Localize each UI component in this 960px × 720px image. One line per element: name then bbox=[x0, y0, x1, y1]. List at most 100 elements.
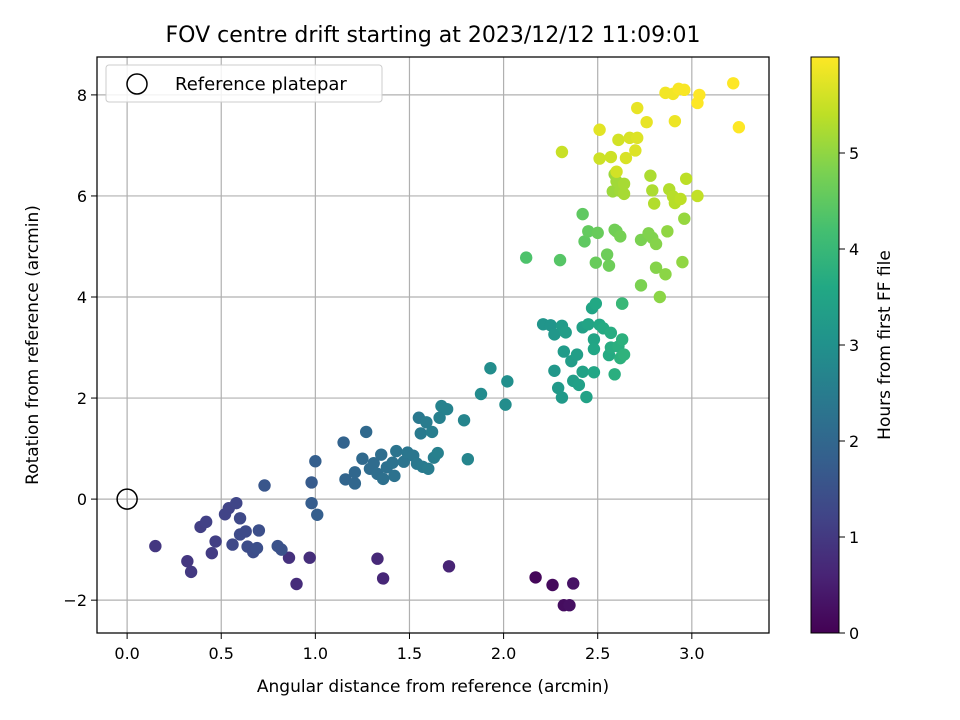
scatter-point bbox=[209, 535, 222, 548]
scatter-point bbox=[587, 342, 601, 356]
scatter-point bbox=[519, 251, 533, 264]
scatter-point bbox=[659, 268, 672, 281]
y-tick-label: −2 bbox=[63, 591, 87, 610]
scatter-point bbox=[440, 402, 454, 416]
x-tick-label: 0.5 bbox=[209, 644, 234, 663]
scatter-point bbox=[678, 83, 691, 97]
scatter-point bbox=[587, 333, 601, 346]
colorbar-tick-label: 2 bbox=[849, 432, 859, 451]
scatter-point bbox=[252, 524, 266, 537]
scatter-point bbox=[640, 115, 653, 129]
scatter-point bbox=[727, 77, 740, 90]
scatter-point bbox=[567, 577, 580, 590]
scatter-point bbox=[367, 457, 380, 470]
scatter-point bbox=[376, 472, 390, 486]
scatter-point bbox=[555, 391, 569, 404]
legend-box bbox=[105, 64, 383, 103]
scatter-point bbox=[576, 207, 589, 221]
scatter-point bbox=[647, 197, 661, 210]
colorbar-tick-label: 1 bbox=[849, 528, 859, 547]
scatter-point bbox=[674, 192, 687, 206]
scatter-point bbox=[593, 152, 606, 165]
scatter-point bbox=[582, 318, 595, 331]
scatter-point bbox=[433, 411, 446, 424]
scatter-point bbox=[617, 187, 631, 201]
reference-platepar-marker bbox=[116, 488, 138, 510]
scatter-point bbox=[348, 466, 362, 479]
y-axis-ticks: −2 0 2 4 6 8 bbox=[63, 86, 97, 610]
scatter-point bbox=[359, 425, 373, 439]
scatter-point bbox=[529, 571, 542, 584]
x-tick-label: 2.5 bbox=[585, 644, 610, 663]
scatter-point bbox=[600, 248, 614, 261]
scatter-point bbox=[375, 448, 388, 461]
y-tick-label: 6 bbox=[77, 187, 87, 206]
colorbar-gradient bbox=[810, 56, 840, 634]
y-tick-label: 2 bbox=[77, 389, 87, 408]
scatter-point bbox=[591, 226, 604, 240]
scatter-point bbox=[676, 255, 689, 269]
scatter-point bbox=[582, 225, 595, 238]
plot-frame bbox=[96, 56, 770, 634]
scatter-point bbox=[612, 133, 625, 147]
scatter-point bbox=[559, 326, 572, 339]
scatter-point bbox=[420, 416, 433, 429]
scatter-point bbox=[371, 552, 384, 565]
scatter-point bbox=[149, 539, 162, 553]
scatter-point bbox=[555, 145, 569, 159]
scatter-point bbox=[457, 414, 471, 427]
scatter-point bbox=[644, 169, 657, 182]
scatter-point bbox=[484, 362, 497, 375]
scatter-point bbox=[608, 368, 621, 381]
scatter-point bbox=[199, 515, 213, 529]
scatter-point bbox=[617, 348, 631, 361]
scatter-point bbox=[604, 326, 618, 340]
scatter-point bbox=[629, 144, 642, 157]
scatter-point bbox=[679, 172, 693, 185]
scatter-point bbox=[184, 565, 198, 579]
legend-marker-reference bbox=[126, 73, 148, 95]
scatter-point bbox=[282, 551, 296, 564]
scatter-point bbox=[619, 151, 633, 165]
y-tick-label: 0 bbox=[77, 490, 87, 509]
scatter-point bbox=[414, 427, 427, 440]
x-tick-label: 1.5 bbox=[397, 644, 422, 663]
colorbar-label: Hours from first FF file bbox=[875, 250, 895, 440]
scatter-point bbox=[649, 261, 663, 274]
scatter-point bbox=[422, 462, 435, 475]
scatter-point bbox=[461, 452, 475, 466]
scatter-point bbox=[548, 364, 561, 377]
scatter-point bbox=[631, 101, 644, 115]
scatter-point bbox=[356, 452, 369, 465]
legend: Reference platepar bbox=[105, 64, 383, 103]
y-tick-label: 8 bbox=[77, 86, 87, 105]
scatter-point bbox=[290, 577, 303, 591]
chart-title: FOV centre drift starting at 2023/12/12 … bbox=[166, 23, 701, 48]
scatter-point bbox=[230, 496, 243, 510]
scatter-point bbox=[386, 456, 399, 469]
scatter-point bbox=[390, 444, 403, 458]
scatter-point bbox=[557, 345, 571, 358]
scatter-point bbox=[339, 473, 352, 486]
scatter-point bbox=[376, 572, 390, 585]
scatter-point bbox=[233, 512, 247, 525]
x-axis-ticks: 0.0 0.5 1.0 1.5 2.0 2.5 3.0 bbox=[114, 633, 705, 663]
scatter-point bbox=[631, 131, 644, 145]
scatter-point bbox=[548, 328, 561, 341]
scatter-point bbox=[693, 88, 706, 102]
scatter-point bbox=[593, 123, 606, 136]
scatter-point bbox=[226, 538, 239, 551]
y-axis-label: Rotation from reference (arcmin) bbox=[23, 205, 43, 485]
scatter-point bbox=[442, 560, 456, 573]
scatter-point bbox=[305, 496, 318, 510]
scatter-point bbox=[311, 508, 324, 521]
colorbar-tick-label: 4 bbox=[849, 240, 859, 259]
scatter-point bbox=[499, 398, 512, 411]
scatter-point bbox=[553, 253, 567, 267]
scatter-point bbox=[474, 387, 488, 401]
scatter-point bbox=[580, 390, 593, 404]
scatter-point bbox=[668, 114, 682, 128]
scatter-point bbox=[602, 259, 616, 272]
scatter-point bbox=[617, 177, 631, 191]
colorbar-tick-label: 5 bbox=[849, 144, 859, 163]
